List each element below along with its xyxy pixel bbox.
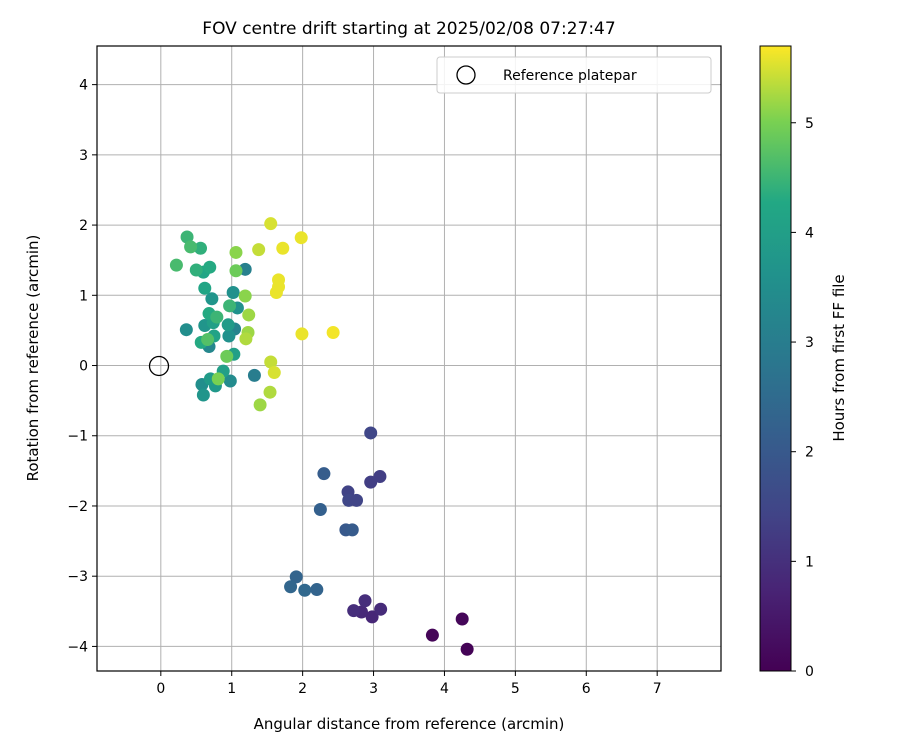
x-axis-ticks: 0 1 2 3 4 5 6 7 [156, 671, 662, 697]
data-points [169, 217, 474, 656]
colorbar-ticks: 0 1 2 3 4 5 [791, 116, 814, 680]
data-point [358, 594, 372, 608]
data-point [264, 217, 278, 231]
data-point [269, 285, 283, 299]
x-tick-label: 5 [511, 681, 520, 697]
x-tick-label: 4 [440, 681, 449, 697]
y-axis-label: Rotation from reference (arcmin) [24, 235, 42, 482]
data-point [310, 583, 324, 597]
data-point [247, 368, 261, 382]
data-point [295, 327, 309, 341]
data-point [365, 610, 379, 624]
data-point [347, 604, 361, 618]
data-point [196, 388, 210, 402]
data-point [264, 355, 278, 369]
data-point [189, 263, 203, 277]
x-tick-label: 1 [227, 681, 236, 697]
data-point [253, 398, 267, 412]
data-point [210, 310, 224, 324]
data-point [229, 264, 243, 278]
colorbar-tick-label: 4 [805, 225, 814, 241]
legend-entry-reference: Reference platepar [503, 68, 637, 84]
data-point [252, 243, 266, 257]
data-point [211, 372, 225, 386]
colorbar-tick-label: 1 [805, 554, 814, 570]
data-point [205, 292, 219, 306]
data-point [221, 318, 235, 332]
data-point [180, 230, 194, 244]
x-tick-label: 3 [369, 681, 378, 697]
colorbar-tick-label: 2 [805, 445, 814, 461]
data-point [374, 602, 388, 616]
plot-frame [96, 45, 722, 672]
data-point [201, 333, 215, 347]
data-point [267, 366, 281, 380]
data-point [198, 281, 212, 295]
y-tick-label: 4 [79, 78, 88, 94]
data-point [289, 570, 303, 584]
data-point [222, 329, 236, 343]
data-point [317, 467, 331, 481]
data-point [229, 245, 243, 259]
x-tick-label: 0 [156, 681, 165, 697]
colorbar-label: Hours from first FF file [830, 274, 848, 441]
y-tick-label: −3 [67, 569, 88, 585]
y-axis-ticks: −4 −3 −2 −1 0 1 2 3 4 [67, 78, 97, 655]
data-point [169, 258, 183, 272]
legend-marker-icon [456, 65, 476, 85]
data-point [350, 493, 364, 507]
x-tick-label: 2 [298, 681, 307, 697]
y-tick-label: 0 [79, 359, 88, 375]
data-point [194, 241, 208, 255]
data-point [455, 612, 469, 626]
data-point [179, 323, 193, 337]
data-point [263, 385, 277, 399]
data-point [276, 241, 290, 255]
y-tick-label: 3 [79, 148, 88, 164]
data-point [242, 308, 256, 322]
data-point [294, 231, 308, 245]
legend: Reference platepar [436, 56, 712, 94]
data-point [313, 502, 327, 516]
y-tick-label: −4 [67, 639, 88, 655]
data-point [220, 349, 234, 363]
x-axis-label: Angular distance from reference (arcmin) [254, 715, 565, 733]
x-tick-label: 7 [653, 681, 662, 697]
legend-box [436, 56, 712, 94]
data-point [460, 642, 474, 656]
y-tick-label: −1 [67, 429, 88, 445]
data-point [326, 326, 340, 340]
y-tick-label: −2 [67, 499, 88, 515]
reference-point-marker [148, 355, 170, 377]
colorbar-gradient [759, 45, 792, 672]
data-point [203, 260, 217, 274]
data-point [184, 240, 198, 254]
data-point [223, 299, 237, 313]
data-point [298, 583, 312, 597]
x-tick-label: 6 [582, 681, 591, 697]
colorbar-tick-label: 5 [805, 116, 814, 132]
data-point [425, 628, 439, 642]
colorbar-tick-label: 0 [805, 664, 814, 680]
data-point [364, 426, 378, 440]
grid [97, 46, 721, 671]
chart-title: FOV centre drift starting at 2025/02/08 … [202, 19, 615, 39]
y-tick-label: 1 [79, 288, 88, 304]
data-point [284, 580, 298, 594]
data-point [226, 285, 240, 299]
y-tick-label: 2 [79, 218, 88, 234]
colorbar-tick-label: 3 [805, 335, 814, 351]
data-point [238, 289, 252, 303]
data-point [223, 374, 237, 388]
data-point [345, 523, 359, 537]
data-point [364, 475, 378, 489]
colorbar: 0 1 2 3 4 5 Hours from first FF file [759, 45, 848, 680]
data-point [239, 332, 253, 346]
